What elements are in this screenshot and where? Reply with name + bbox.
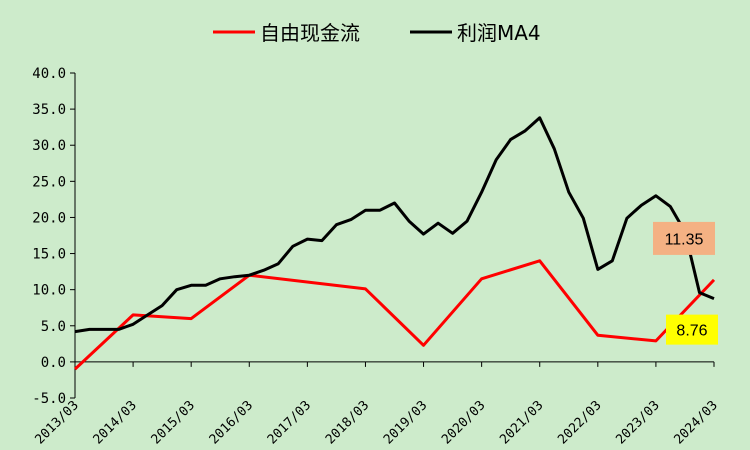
legend-label-profit-ma4: 利润MA4 bbox=[457, 21, 541, 45]
series-line-free-cash-flow bbox=[73, 259, 716, 371]
data-label-box bbox=[666, 314, 718, 345]
callouts: 11.35 8.76 bbox=[653, 221, 718, 345]
y-tick-label: 35.0 bbox=[32, 102, 66, 118]
x-tick-label: 2015/03 bbox=[149, 398, 198, 447]
x-tick-label: 2014/03 bbox=[91, 398, 140, 447]
x-tick-label: 2019/03 bbox=[381, 398, 430, 447]
y-tick-label: -5.0 bbox=[32, 391, 66, 407]
x-tick-label: 2022/03 bbox=[555, 398, 604, 447]
y-tick-label: 15.0 bbox=[32, 247, 66, 263]
y-tick-label: 5.0 bbox=[41, 319, 66, 335]
y-tick-label: 25.0 bbox=[32, 174, 66, 190]
legend: 自由现金流 利润MA4 bbox=[213, 21, 541, 45]
axes: -5.0 0.0 5.0 10.0 15.0 20.0 25.0 30.0 35.0 40.0 20… bbox=[32, 66, 721, 447]
y-tick-label: 20.0 bbox=[32, 210, 66, 226]
x-tick-label: 2020/03 bbox=[439, 398, 488, 447]
x-tick-label: 2017/03 bbox=[265, 398, 314, 447]
series-line-profit-ma4 bbox=[74, 116, 715, 334]
x-tick-label: 2021/03 bbox=[497, 398, 546, 447]
y-tick-label: 10.0 bbox=[32, 283, 66, 299]
data-label-box bbox=[653, 221, 715, 255]
x-tick-label: 2016/03 bbox=[207, 398, 256, 447]
data-label: 8.76 bbox=[676, 323, 707, 340]
x-tick-label: 2023/03 bbox=[613, 398, 662, 447]
series-group bbox=[73, 116, 716, 371]
data-label: 11.35 bbox=[665, 231, 704, 248]
y-tick-label: 0.0 bbox=[41, 355, 66, 371]
legend-label-free-cash-flow: 自由现金流 bbox=[260, 21, 360, 45]
x-tick-label: 2018/03 bbox=[323, 398, 372, 447]
y-tick-label: 30.0 bbox=[32, 138, 66, 154]
x-tick-label: 2024/03 bbox=[671, 398, 720, 447]
y-tick-label: 40.0 bbox=[32, 66, 66, 82]
